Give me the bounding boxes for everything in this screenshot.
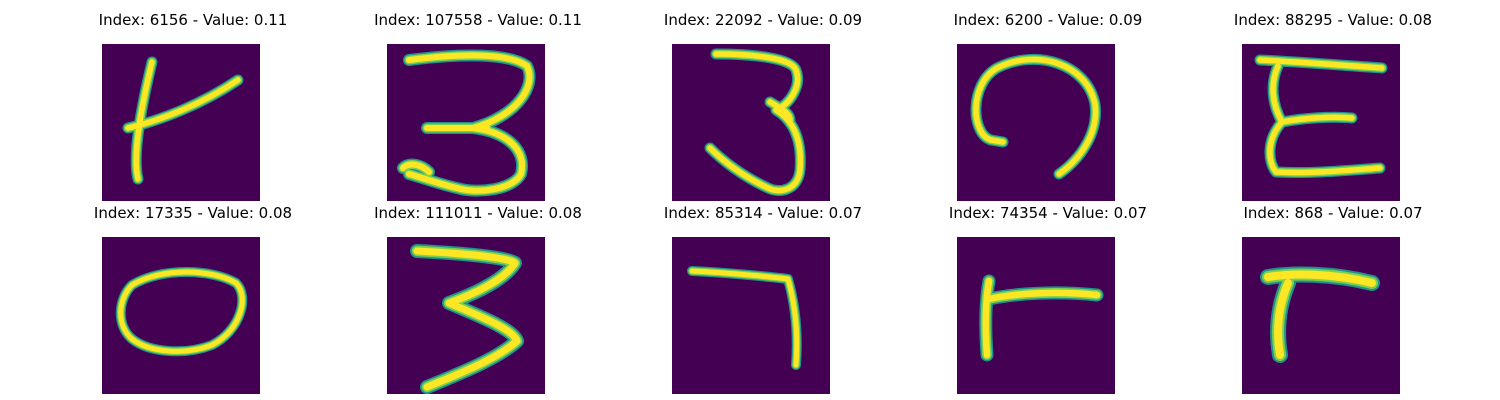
- digit-stroke: [988, 137, 1006, 145]
- panel-title: Index: 17335 - Value: 0.08: [93, 204, 293, 222]
- panel-title: Index: 85314 - Value: 0.07: [663, 204, 863, 222]
- digit-panel: Index: 6156 - Value: 0.11: [48, 8, 338, 201]
- digit-panel: Index: 868 - Value: 0.07: [1188, 201, 1478, 394]
- digit-image: [1242, 44, 1400, 201]
- digit-stroke: [707, 51, 804, 194]
- image-background: [1242, 237, 1400, 394]
- digit-stroke: [1274, 279, 1292, 359]
- digit-image: [387, 237, 545, 394]
- digit-image: [387, 44, 545, 201]
- digit-stroke: [689, 268, 800, 368]
- digit-stroke: [400, 161, 432, 175]
- digit-image: [672, 237, 830, 394]
- digit-panel: Index: 111011 - Value: 0.08: [333, 201, 623, 394]
- digit-stroke: [1264, 270, 1376, 287]
- digit-panel: Index: 6200 - Value: 0.09: [903, 8, 1193, 201]
- digit-stroke: [982, 277, 993, 359]
- digit-panel: Index: 17335 - Value: 0.08: [48, 201, 338, 394]
- digit-stroke: [985, 289, 1101, 303]
- image-background: [672, 237, 830, 394]
- panel-title: Index: 22092 - Value: 0.09: [663, 11, 863, 29]
- digit-image: [672, 44, 830, 201]
- panel-title: Index: 6200 - Value: 0.09: [953, 11, 1143, 29]
- digit-stroke: [413, 247, 521, 391]
- digit-stroke: [1267, 119, 1383, 176]
- image-background: [102, 44, 260, 201]
- image-background: [957, 44, 1115, 201]
- digit-panel: Index: 85314 - Value: 0.07: [618, 201, 908, 394]
- digit-stroke: [406, 52, 533, 194]
- panel-title: Index: 88295 - Value: 0.08: [1233, 11, 1433, 29]
- digit-image: [102, 237, 260, 394]
- digit-stroke: [118, 269, 245, 354]
- digit-image: [1242, 237, 1400, 394]
- digit-stroke: [767, 99, 793, 123]
- digit-stroke: [125, 77, 241, 131]
- digit-stroke: [973, 56, 1099, 177]
- digit-image: [957, 44, 1115, 201]
- panel-title: Index: 107558 - Value: 0.11: [374, 11, 582, 29]
- digit-panel: Index: 22092 - Value: 0.09: [618, 8, 908, 201]
- digit-stroke: [1257, 57, 1385, 71]
- image-background: [102, 237, 260, 394]
- panel-title: Index: 74354 - Value: 0.07: [948, 204, 1148, 222]
- panel-title: Index: 6156 - Value: 0.11: [98, 11, 288, 29]
- panel-title: Index: 868 - Value: 0.07: [1243, 204, 1423, 222]
- digit-image: [957, 237, 1115, 394]
- digit-image: [102, 44, 260, 201]
- panel-title: Index: 111011 - Value: 0.08: [374, 204, 582, 222]
- digit-panel: Index: 74354 - Value: 0.07: [903, 201, 1193, 394]
- digit-panel: Index: 88295 - Value: 0.08: [1188, 8, 1478, 201]
- digit-panel: Index: 107558 - Value: 0.11: [333, 8, 623, 201]
